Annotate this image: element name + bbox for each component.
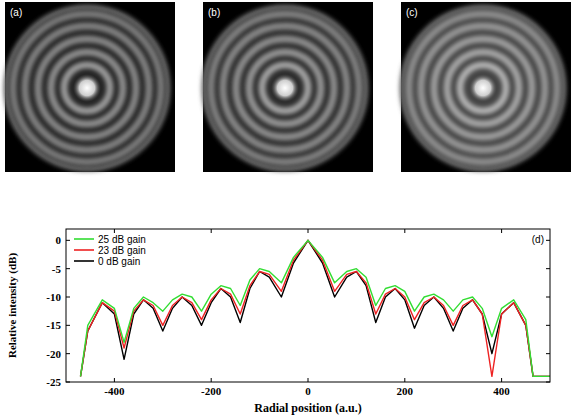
y-tick-label: -25 <box>46 376 61 388</box>
y-tick-label: 0 <box>56 234 62 246</box>
legend-label: 23 dB gain <box>98 245 146 256</box>
outer-ring <box>6 7 168 169</box>
panel-label: (a) <box>10 7 22 18</box>
figure: (a) (b) (c) -400 -200 0 200 400 0 -5 -10 -15 -20 -25 R… <box>0 0 577 420</box>
ring <box>25 26 149 150</box>
series-line <box>81 240 550 376</box>
series-group <box>81 240 550 376</box>
center-spot <box>73 74 101 102</box>
image-haze <box>7 8 167 168</box>
panel-label: (c) <box>406 7 418 18</box>
outer-ring <box>402 7 564 169</box>
ring <box>249 52 321 124</box>
y-tick <box>66 268 70 269</box>
legend: 25 dB gain23 dB gain0 dB gain <box>74 234 146 267</box>
image-haze <box>403 8 563 168</box>
y-tick-right <box>546 325 550 326</box>
panel-label: (d) <box>532 234 544 245</box>
ring <box>447 52 519 124</box>
ring-image: (c) <box>401 2 571 172</box>
panel-label: (b) <box>208 7 220 18</box>
center-spot <box>271 74 299 102</box>
legend-swatch <box>74 260 94 262</box>
y-tick <box>66 353 70 354</box>
ring-image: (a) <box>5 2 175 172</box>
ring-image: (b) <box>203 2 373 172</box>
ring <box>460 65 506 111</box>
x-tick-label: 0 <box>305 385 311 397</box>
y-tick <box>66 240 70 241</box>
image-background <box>5 2 175 172</box>
y-tick-right <box>546 297 550 298</box>
ring <box>38 39 136 137</box>
ring <box>64 65 110 111</box>
x-tick <box>211 378 212 382</box>
y-tick-right <box>546 353 550 354</box>
y-tick-label: -20 <box>46 348 61 360</box>
y-tick-label: -15 <box>46 319 61 331</box>
x-tick-label: -400 <box>104 385 125 397</box>
ring <box>434 39 532 137</box>
y-tick <box>66 325 70 326</box>
y-tick-label: -5 <box>52 263 62 275</box>
x-tick-label: -200 <box>201 385 222 397</box>
series-line <box>81 240 550 376</box>
x-tick <box>114 378 115 382</box>
outer-ring <box>204 7 366 169</box>
x-axis-title: Radial position (a.u.) <box>254 401 361 415</box>
y-axis-title: Relative intensity (dB) <box>6 253 19 358</box>
y-tick <box>66 297 70 298</box>
ring <box>211 14 359 162</box>
center-spot <box>469 74 497 102</box>
x-tick-top <box>308 229 309 233</box>
x-tick-top <box>211 229 212 233</box>
plot-frame <box>66 229 550 382</box>
image-background <box>401 2 571 172</box>
y-tick-right <box>546 240 550 241</box>
image-background <box>203 2 373 172</box>
x-tick-top <box>501 229 502 233</box>
y-tick-label: -10 <box>46 291 61 303</box>
ring <box>262 65 308 111</box>
x-tick <box>404 378 405 382</box>
y-tick-right <box>546 382 550 383</box>
x-tick-top <box>114 229 115 233</box>
legend-swatch <box>74 249 94 251</box>
ring <box>236 39 334 137</box>
legend-label: 0 dB gain <box>98 256 140 267</box>
ring <box>409 14 557 162</box>
ring <box>421 26 545 150</box>
y-tick <box>66 382 70 383</box>
legend-swatch <box>74 238 94 240</box>
image-haze <box>205 8 365 168</box>
x-tick <box>501 378 502 382</box>
ring <box>13 14 161 162</box>
x-tick-label: 400 <box>493 385 510 397</box>
y-tick-right <box>546 268 550 269</box>
ring <box>51 52 123 124</box>
ring <box>223 26 347 150</box>
legend-label: 25 dB gain <box>98 234 146 245</box>
x-tick-top <box>404 229 405 233</box>
x-tick <box>308 378 309 382</box>
series-line <box>81 240 550 376</box>
x-tick-label: 200 <box>397 385 414 397</box>
